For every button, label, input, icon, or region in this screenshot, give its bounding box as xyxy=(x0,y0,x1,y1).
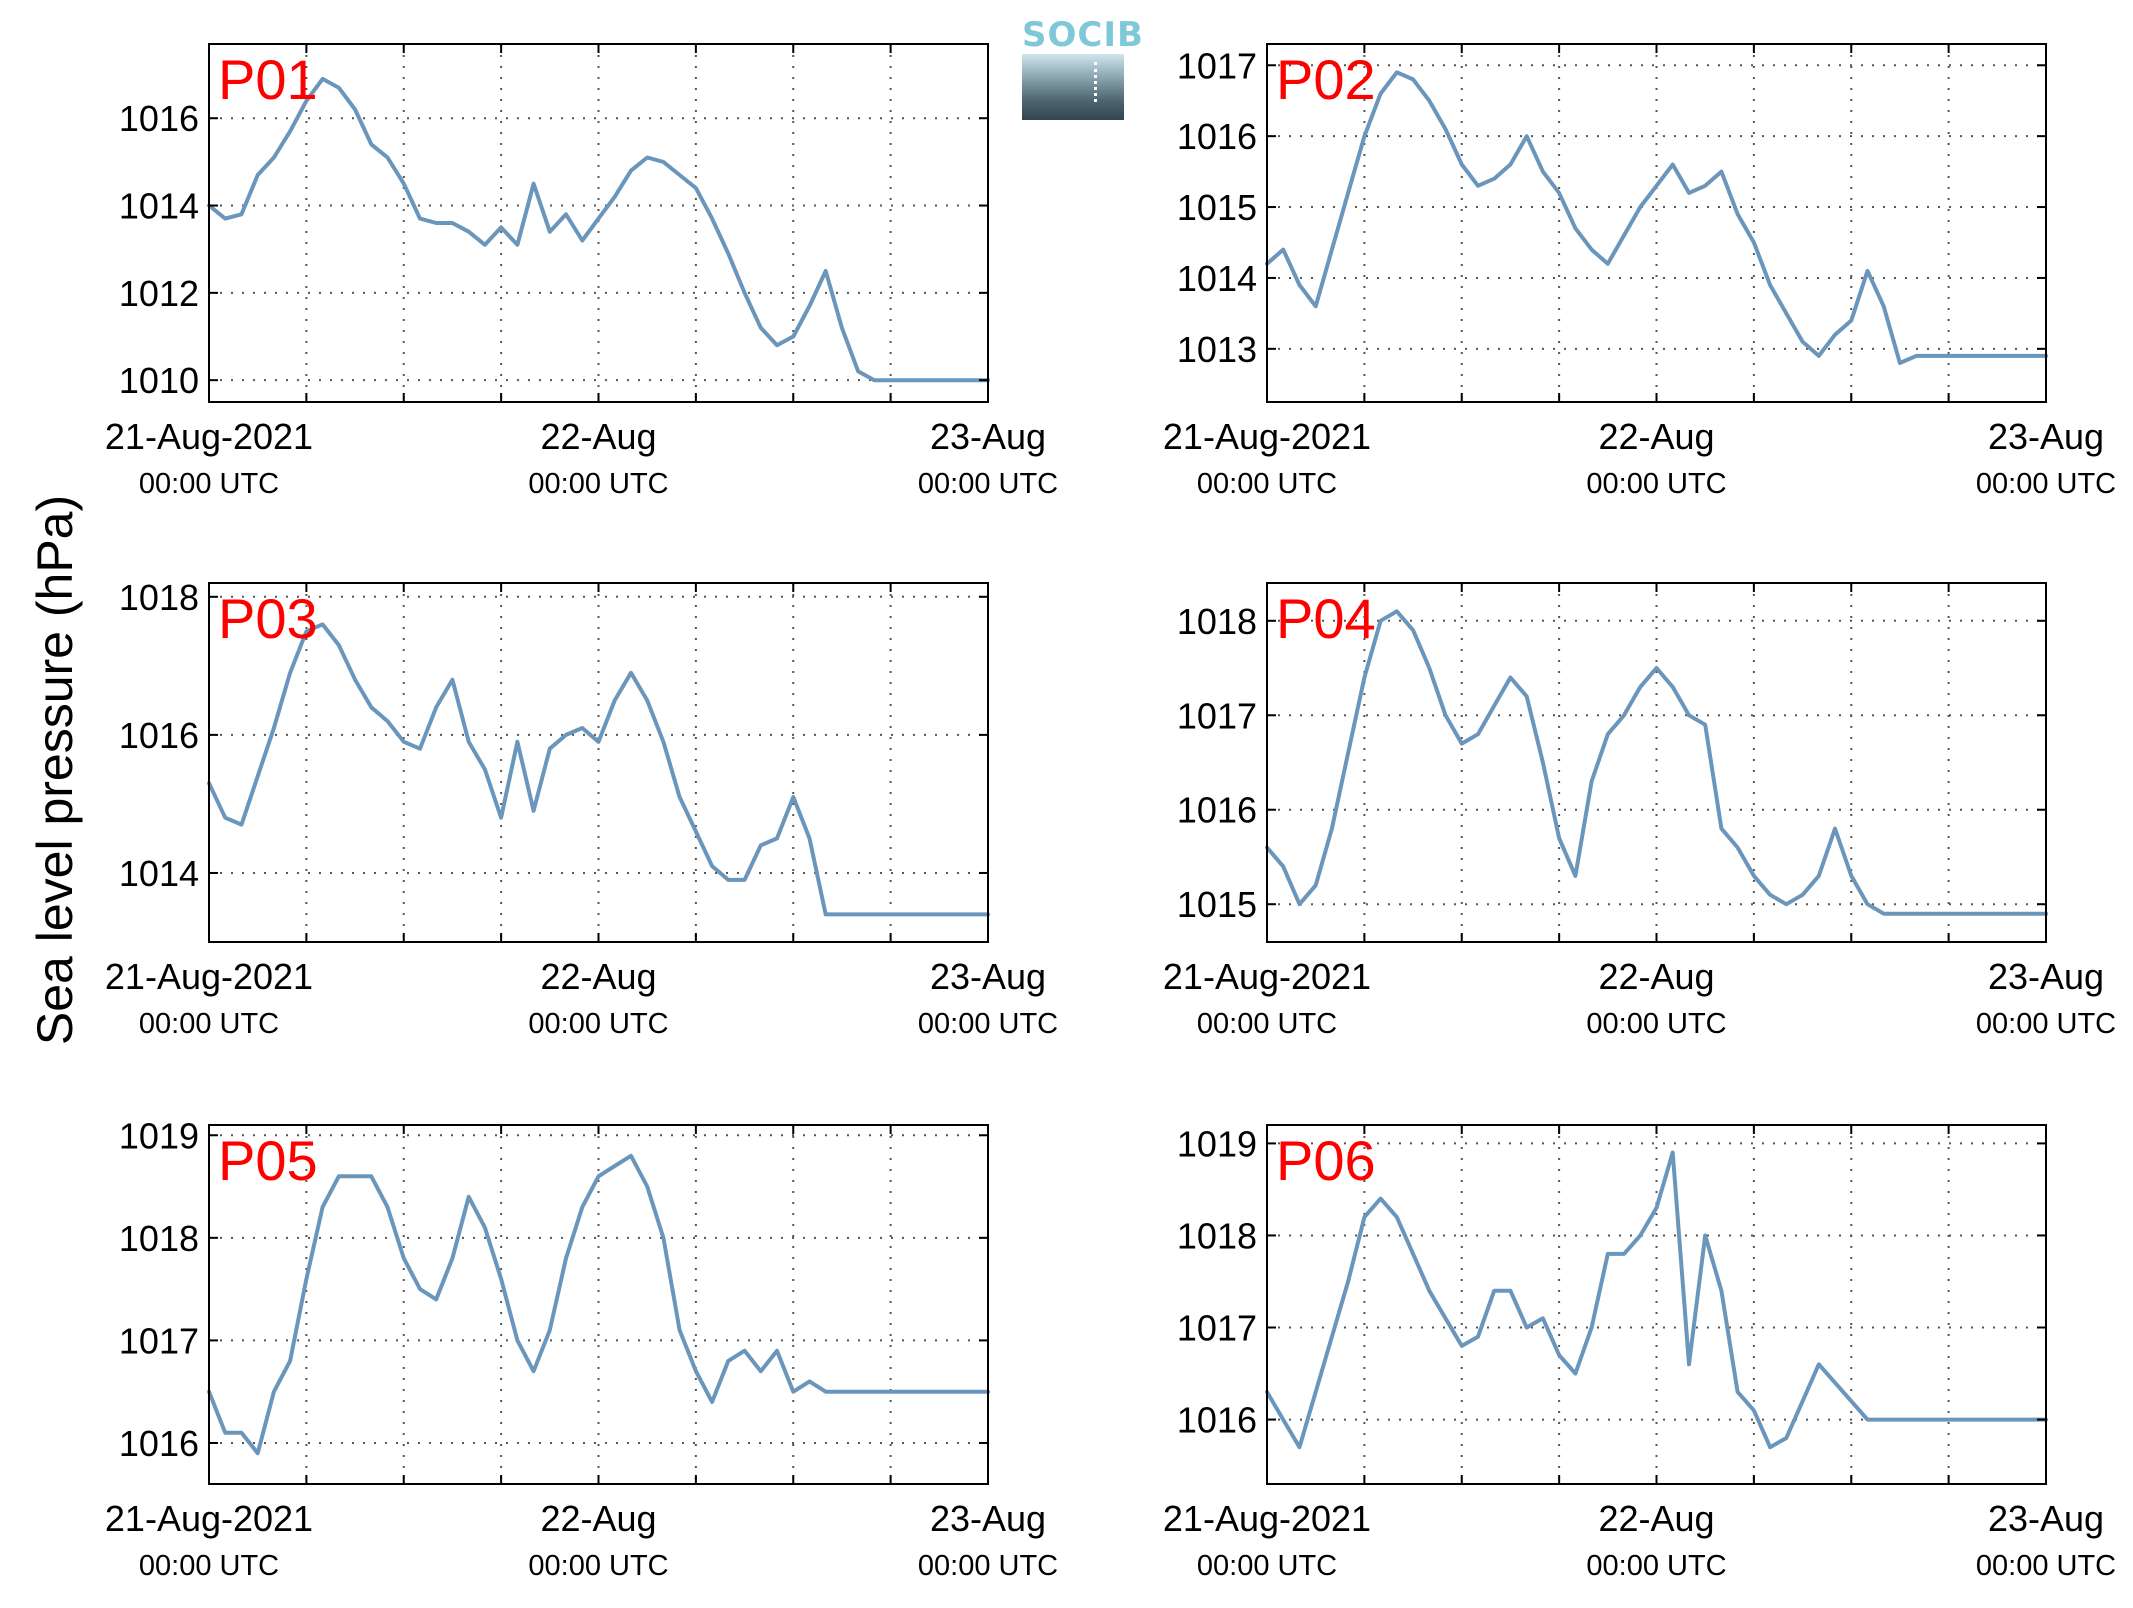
logo-dotted-line xyxy=(1094,62,1097,102)
series-line xyxy=(1265,609,2048,916)
y-tick-label: 1013 xyxy=(1177,329,1257,370)
x-tick-label-date: 21-Aug-2021 xyxy=(105,956,313,997)
x-tick-label-date: 22-Aug xyxy=(540,416,656,457)
x-tick-label-time: 00:00 UTC xyxy=(528,1550,668,1582)
x-tick-label-date: 23-Aug xyxy=(930,1498,1046,1539)
series-line xyxy=(207,622,990,917)
y-tick-label: 1017 xyxy=(1177,695,1257,736)
x-tick-label-date: 23-Aug xyxy=(1988,1498,2104,1539)
x-tick-label-time: 00:00 UTC xyxy=(1976,468,2116,500)
chart-panel-6: 1016 1017 1018 1019 21-Aug-2021 00:00 UTC 22-A… xyxy=(1163,1123,2116,1582)
y-tick-label: 1014 xyxy=(119,186,199,227)
x-tick-label-time: 00:00 UTC xyxy=(1197,1008,1337,1040)
y-tick-label: 1018 xyxy=(1177,601,1257,642)
x-tick-label-date: 22-Aug xyxy=(1598,956,1714,997)
series-line xyxy=(1265,1150,2048,1450)
y-tick-label: 1017 xyxy=(1177,45,1257,86)
chart-panel-3: 1014 1016 1018 21-Aug-2021 00:00 UTC 22-Aug 00… xyxy=(105,577,1058,1040)
panel-label: P06 xyxy=(1276,1129,1376,1192)
x-tick-label-date: 22-Aug xyxy=(540,956,656,997)
x-tick-label-time: 00:00 UTC xyxy=(1197,1550,1337,1582)
y-tick-label: 1018 xyxy=(119,1218,199,1259)
series-line xyxy=(207,1153,990,1456)
x-tick-label-date: 22-Aug xyxy=(1598,1498,1714,1539)
y-tick-label: 1010 xyxy=(119,360,199,401)
panel-label: P04 xyxy=(1276,587,1376,650)
y-tick-label: 1015 xyxy=(1177,187,1257,228)
chart-panel-5: 1016 1017 1018 1019 21-Aug-2021 00:00 UTC 22-A… xyxy=(105,1115,1058,1582)
chart-panel-2: 1013 1014 1015 1016 1017 21-Aug-2021 00:00 UTC… xyxy=(1163,43,2116,500)
y-tick-label: 1016 xyxy=(1177,790,1257,831)
x-tick-label-date: 21-Aug-2021 xyxy=(1163,416,1371,457)
x-tick-label-time: 00:00 UTC xyxy=(918,1550,1058,1582)
x-tick-label-time: 00:00 UTC xyxy=(139,1550,279,1582)
x-tick-label-date: 23-Aug xyxy=(1988,956,2104,997)
x-tick-label-date: 21-Aug-2021 xyxy=(105,1498,313,1539)
panel-label: P03 xyxy=(218,587,318,650)
y-tick-label: 1019 xyxy=(1177,1123,1257,1164)
x-tick-label-date: 21-Aug-2021 xyxy=(1163,956,1371,997)
y-tick-label: 1016 xyxy=(1177,1400,1257,1441)
panel-label: P05 xyxy=(218,1129,318,1192)
socib-logo: SOCIB xyxy=(1022,15,1144,120)
x-tick-label-time: 00:00 UTC xyxy=(918,468,1058,500)
x-tick-label-time: 00:00 UTC xyxy=(1586,1008,1726,1040)
x-tick-label-time: 00:00 UTC xyxy=(1197,468,1337,500)
axes-box xyxy=(208,582,989,943)
x-tick-label-date: 22-Aug xyxy=(1598,416,1714,457)
y-tick-label: 1016 xyxy=(119,98,199,139)
series-line xyxy=(1265,70,2048,365)
x-tick-label-time: 00:00 UTC xyxy=(918,1008,1058,1040)
x-tick-label-date: 23-Aug xyxy=(1988,416,2104,457)
x-tick-label-time: 00:00 UTC xyxy=(139,1008,279,1040)
y-tick-label: 1016 xyxy=(119,1423,199,1464)
x-tick-label-time: 00:00 UTC xyxy=(528,468,668,500)
x-tick-label-time: 00:00 UTC xyxy=(1586,1550,1726,1582)
y-axis-label: Sea level pressure (hPa) xyxy=(27,495,83,1045)
x-tick-label-time: 00:00 UTC xyxy=(1586,468,1726,500)
series-line xyxy=(207,76,990,383)
x-tick-label-date: 21-Aug-2021 xyxy=(1163,1498,1371,1539)
y-tick-label: 1016 xyxy=(119,715,199,756)
x-tick-label-time: 00:00 UTC xyxy=(1976,1550,2116,1582)
axes-box xyxy=(1266,1124,2047,1485)
y-tick-label: 1014 xyxy=(1177,258,1257,299)
chart-panel-1: 1010 1012 1014 1016 21-Aug-2021 00:00 UTC 22-A… xyxy=(105,43,1058,500)
chart-panel-4: 1015 1016 1017 1018 21-Aug-2021 00:00 UTC 22-A… xyxy=(1163,582,2116,1040)
x-tick-label-time: 00:00 UTC xyxy=(528,1008,668,1040)
y-tick-label: 1014 xyxy=(119,853,199,894)
panel-label: P01 xyxy=(218,48,318,111)
y-tick-label: 1018 xyxy=(119,577,199,618)
y-tick-label: 1012 xyxy=(119,273,199,314)
x-tick-label-date: 22-Aug xyxy=(540,1498,656,1539)
y-tick-label: 1015 xyxy=(1177,884,1257,925)
panel-label: P02 xyxy=(1276,48,1376,111)
y-tick-label: 1017 xyxy=(1177,1308,1257,1349)
axes-box xyxy=(1266,582,2047,943)
axes-box xyxy=(208,43,989,403)
x-tick-label-date: 23-Aug xyxy=(930,416,1046,457)
logo-graphic xyxy=(1022,54,1124,120)
x-tick-label-time: 00:00 UTC xyxy=(139,468,279,500)
y-tick-label: 1018 xyxy=(1177,1215,1257,1256)
y-tick-label: 1016 xyxy=(1177,116,1257,157)
y-tick-label: 1019 xyxy=(119,1115,199,1156)
x-tick-label-date: 21-Aug-2021 xyxy=(105,416,313,457)
logo-text: SOCIB xyxy=(1022,15,1144,55)
axes-box xyxy=(1266,43,2047,403)
y-tick-label: 1017 xyxy=(119,1320,199,1361)
x-tick-label-time: 00:00 UTC xyxy=(1976,1008,2116,1040)
panels: 1010 1012 1014 1016 21-Aug-2021 00:00 UTC 22-A… xyxy=(105,43,2116,1582)
x-tick-label-date: 23-Aug xyxy=(930,956,1046,997)
